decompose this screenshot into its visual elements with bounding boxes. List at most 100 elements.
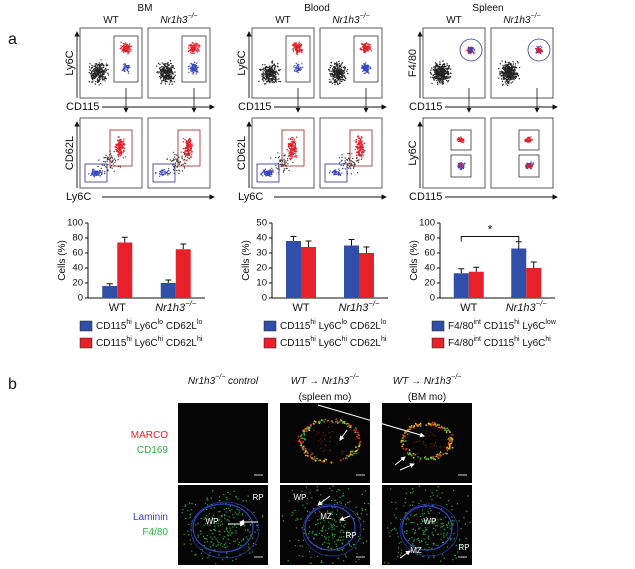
dot: [510, 69, 511, 70]
dot: [446, 63, 447, 64]
dot: [95, 66, 96, 67]
dot: [250, 524, 251, 525]
dot: [191, 71, 192, 72]
dot: [232, 560, 233, 561]
dot: [258, 81, 259, 82]
dot: [284, 154, 285, 155]
dot: [446, 76, 447, 77]
dot: [188, 151, 189, 152]
dot: [107, 164, 108, 165]
dot: [118, 140, 119, 141]
dot: [433, 458, 435, 460]
dot: [184, 167, 185, 168]
dot: [244, 525, 245, 526]
dot: [123, 64, 124, 65]
dot: [515, 77, 516, 78]
dot: [224, 544, 225, 545]
dot: [314, 457, 315, 458]
dot: [262, 516, 263, 517]
dot: [176, 160, 177, 161]
dot: [278, 81, 279, 82]
dot: [509, 71, 510, 72]
dot: [226, 497, 227, 498]
dot: [340, 497, 341, 498]
dot: [365, 51, 366, 52]
dot: [221, 543, 222, 544]
dot: [232, 532, 233, 533]
dot: [120, 42, 121, 43]
dot: [435, 441, 436, 442]
dot: [434, 70, 435, 71]
dot: [126, 66, 127, 67]
dot: [430, 457, 432, 459]
dot: [293, 50, 294, 51]
dot: [102, 73, 103, 74]
dot: [276, 79, 277, 80]
dot: [430, 77, 431, 78]
dot: [332, 74, 333, 75]
dot: [355, 427, 357, 429]
dot: [278, 73, 279, 74]
dot: [185, 163, 186, 164]
dot: [283, 159, 284, 160]
dot: [188, 66, 189, 67]
dot: [176, 170, 177, 171]
dot: [528, 140, 529, 141]
dot: [271, 81, 272, 82]
dot: [306, 486, 307, 487]
dot: [324, 458, 326, 460]
dot: [338, 174, 339, 175]
dot: [359, 441, 361, 443]
dot: [233, 517, 234, 518]
dot: [295, 153, 296, 154]
dot: [432, 445, 433, 446]
dot: [123, 157, 124, 158]
dot: [332, 76, 333, 77]
dot: [333, 66, 334, 67]
dot: [413, 457, 415, 459]
dot: [95, 67, 96, 68]
dot: [346, 71, 347, 72]
dot: [247, 530, 248, 531]
dot: [173, 65, 174, 66]
dot: [527, 163, 528, 164]
dot: [307, 455, 309, 457]
bar: [344, 246, 359, 299]
dot: [223, 538, 224, 539]
dot: [435, 72, 436, 73]
dot: [517, 62, 518, 63]
dot: [540, 46, 541, 47]
dot: [191, 53, 192, 54]
dot: [120, 144, 121, 145]
dot: [335, 169, 336, 170]
axis-label: CD115: [409, 101, 442, 113]
dot: [448, 73, 449, 74]
dot: [165, 172, 166, 173]
dot: [106, 63, 107, 64]
dot: [93, 70, 94, 71]
dot: [118, 156, 119, 157]
dot: [367, 43, 368, 44]
dot: [506, 83, 507, 84]
dot: [185, 518, 186, 519]
dot: [267, 76, 268, 77]
dot: [366, 541, 367, 542]
dot: [200, 533, 201, 534]
dot: [502, 60, 503, 61]
dot: [121, 141, 122, 142]
column-subtitle: (spleen mo): [299, 392, 352, 403]
dot: [190, 513, 191, 514]
dot: [224, 531, 225, 532]
dot: [338, 489, 339, 490]
dot: [230, 493, 231, 494]
dot: [506, 76, 507, 77]
dot: [343, 495, 344, 496]
dot: [336, 76, 337, 77]
dot: [188, 72, 189, 73]
dot: [158, 63, 159, 64]
dot: [96, 64, 97, 65]
dot: [261, 69, 262, 70]
dot: [292, 148, 293, 149]
dot: [341, 70, 342, 71]
dot: [190, 539, 191, 540]
